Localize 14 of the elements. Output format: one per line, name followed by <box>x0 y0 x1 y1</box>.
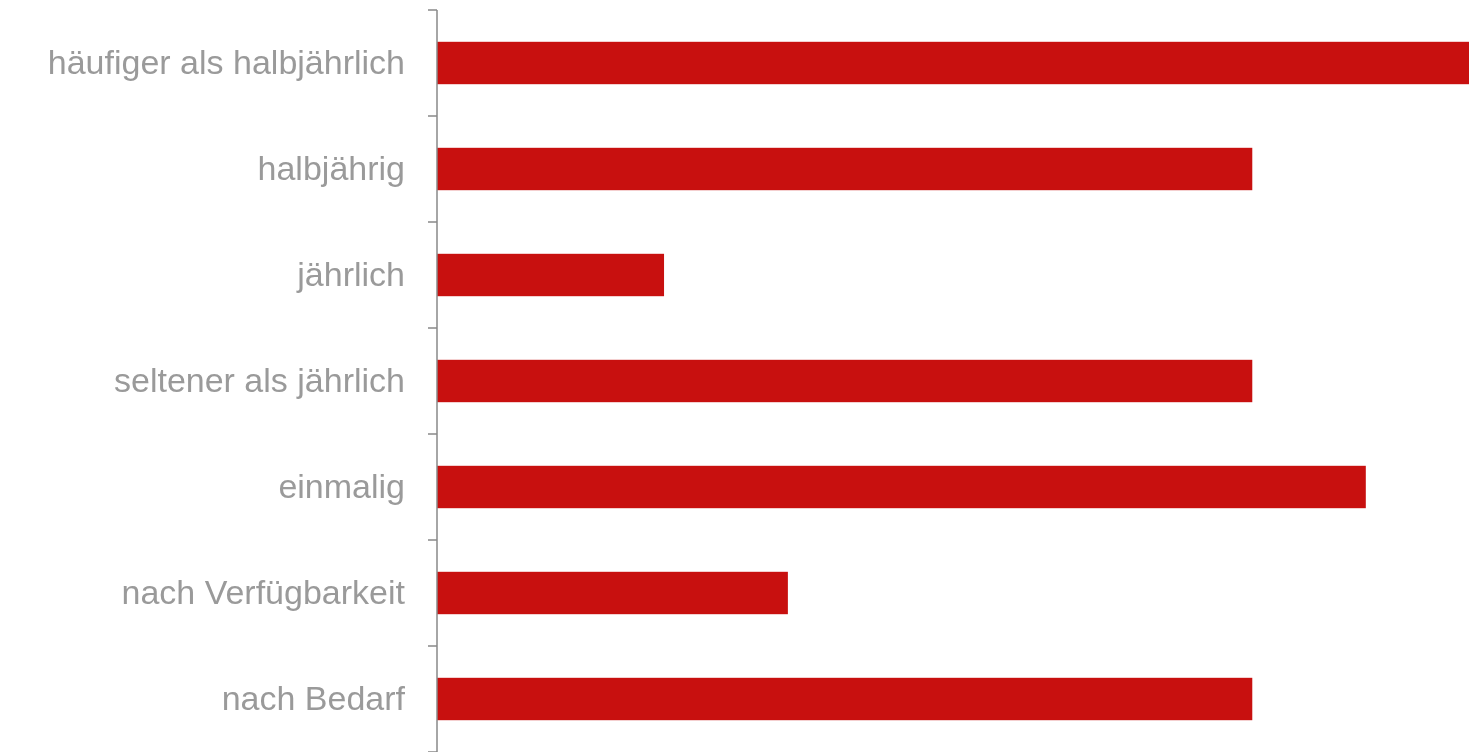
bar <box>437 253 665 297</box>
y-tick-label: häufiger als halbjährlich <box>47 42 405 81</box>
y-tick-label: nach Bedarf <box>221 678 406 717</box>
y-tick-label: einmalig <box>278 466 405 505</box>
y-tick-label: jährlich <box>296 254 405 293</box>
bar <box>437 147 1253 191</box>
bar <box>437 41 1469 85</box>
bar <box>437 465 1366 509</box>
bar <box>437 677 1253 721</box>
bar <box>437 571 788 615</box>
y-tick-label: halbjährig <box>257 148 405 187</box>
y-tick-label: nach Verfügbarkeit <box>121 572 406 611</box>
bar <box>437 359 1253 403</box>
y-tick-label: seltener als jährlich <box>113 360 405 399</box>
